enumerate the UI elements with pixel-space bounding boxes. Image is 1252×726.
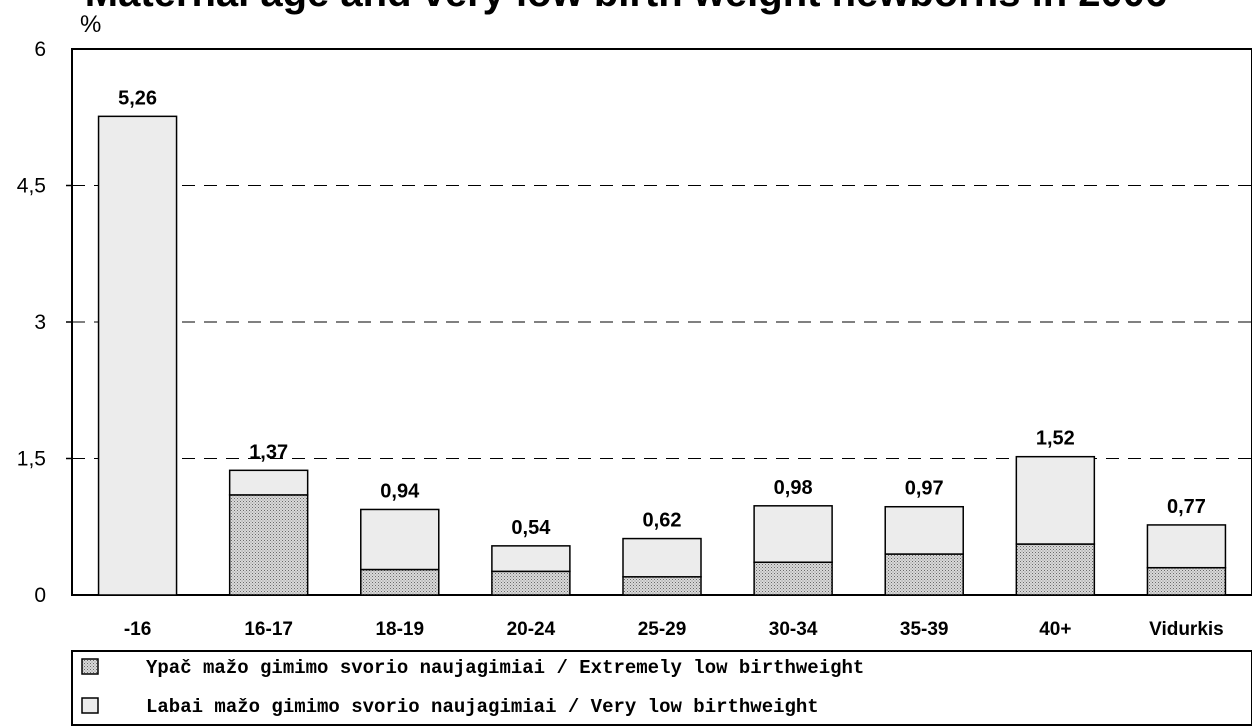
legend bbox=[71, 650, 1252, 726]
legend-label-very-low: Labai mažo gimimo svorio naujagimiai / V… bbox=[146, 696, 819, 718]
x-tick-label: 25-29 bbox=[638, 619, 687, 640]
data-label: 0,97 bbox=[905, 478, 944, 500]
bar-segment-extremely-low bbox=[1015, 543, 1096, 596]
bar-segment-extremely-low bbox=[491, 570, 571, 596]
bar-segment-very-low bbox=[884, 505, 964, 555]
bar-segment-very-low bbox=[97, 115, 178, 596]
bar-segment-very-low bbox=[622, 537, 702, 578]
legend-label-extremely-low: Ypač mažo gimimo svorio naujagimiai / Ex… bbox=[146, 657, 864, 679]
data-label: 0,77 bbox=[1167, 496, 1206, 518]
x-tick-label: -16 bbox=[124, 619, 151, 640]
y-tick-label: 1,5 bbox=[17, 448, 46, 471]
bar-segment-extremely-low bbox=[360, 568, 440, 596]
chart-title: Maternal age and very low birth weight n… bbox=[85, 0, 1167, 15]
bar-segment-very-low bbox=[228, 469, 309, 496]
y-tick-label: 0 bbox=[34, 584, 46, 607]
y-axis: 0 1,5 3 4,5 6 bbox=[17, 38, 72, 607]
x-tick-label: 16-17 bbox=[244, 619, 293, 640]
bar-segment-extremely-low bbox=[884, 553, 964, 596]
bars bbox=[97, 115, 1227, 596]
data-label: 0,62 bbox=[643, 510, 682, 532]
bar-segment-very-low bbox=[1015, 455, 1096, 545]
x-axis: -16 16-17 18-19 20-24 25-29 30-34 35-39 40+ Vidu… bbox=[124, 619, 1224, 640]
x-tick-label: Vidurkis bbox=[1149, 619, 1224, 640]
x-tick-label: 40+ bbox=[1039, 619, 1071, 640]
data-label: 1,52 bbox=[1036, 428, 1075, 450]
bar-segment-very-low bbox=[360, 508, 440, 571]
y-tick-label: 6 bbox=[34, 38, 46, 61]
data-label: 0,98 bbox=[774, 477, 813, 499]
data-label: 0,54 bbox=[511, 517, 551, 539]
bar-segment-very-low bbox=[753, 505, 833, 563]
legend-swatch-very-low bbox=[81, 697, 99, 714]
data-label: 5,26 bbox=[118, 87, 157, 109]
x-tick-label: 30-34 bbox=[769, 619, 818, 640]
y-tick-label: 4,5 bbox=[17, 175, 46, 198]
data-label: 1,37 bbox=[249, 441, 288, 463]
legend-swatch-extremely-low bbox=[81, 658, 99, 675]
bar-segment-very-low bbox=[491, 545, 571, 573]
bar-segment-extremely-low bbox=[1146, 566, 1227, 596]
y-tick-label: 3 bbox=[34, 311, 46, 334]
bar-segment-extremely-low bbox=[622, 576, 702, 596]
y-unit-label: % bbox=[80, 11, 101, 38]
bar-segment-very-low bbox=[1146, 524, 1227, 569]
x-tick-label: 20-24 bbox=[507, 619, 556, 640]
data-label: 0,94 bbox=[380, 480, 420, 502]
x-tick-label: 35-39 bbox=[900, 619, 949, 640]
bar-segment-extremely-low bbox=[228, 494, 309, 596]
x-tick-label: 18-19 bbox=[375, 619, 424, 640]
bar-segment-extremely-low bbox=[753, 561, 833, 596]
data-labels: 5,26 1,37 0,94 0,54 0,62 0,98 0,97 1,52 0,77 bbox=[118, 87, 1206, 539]
